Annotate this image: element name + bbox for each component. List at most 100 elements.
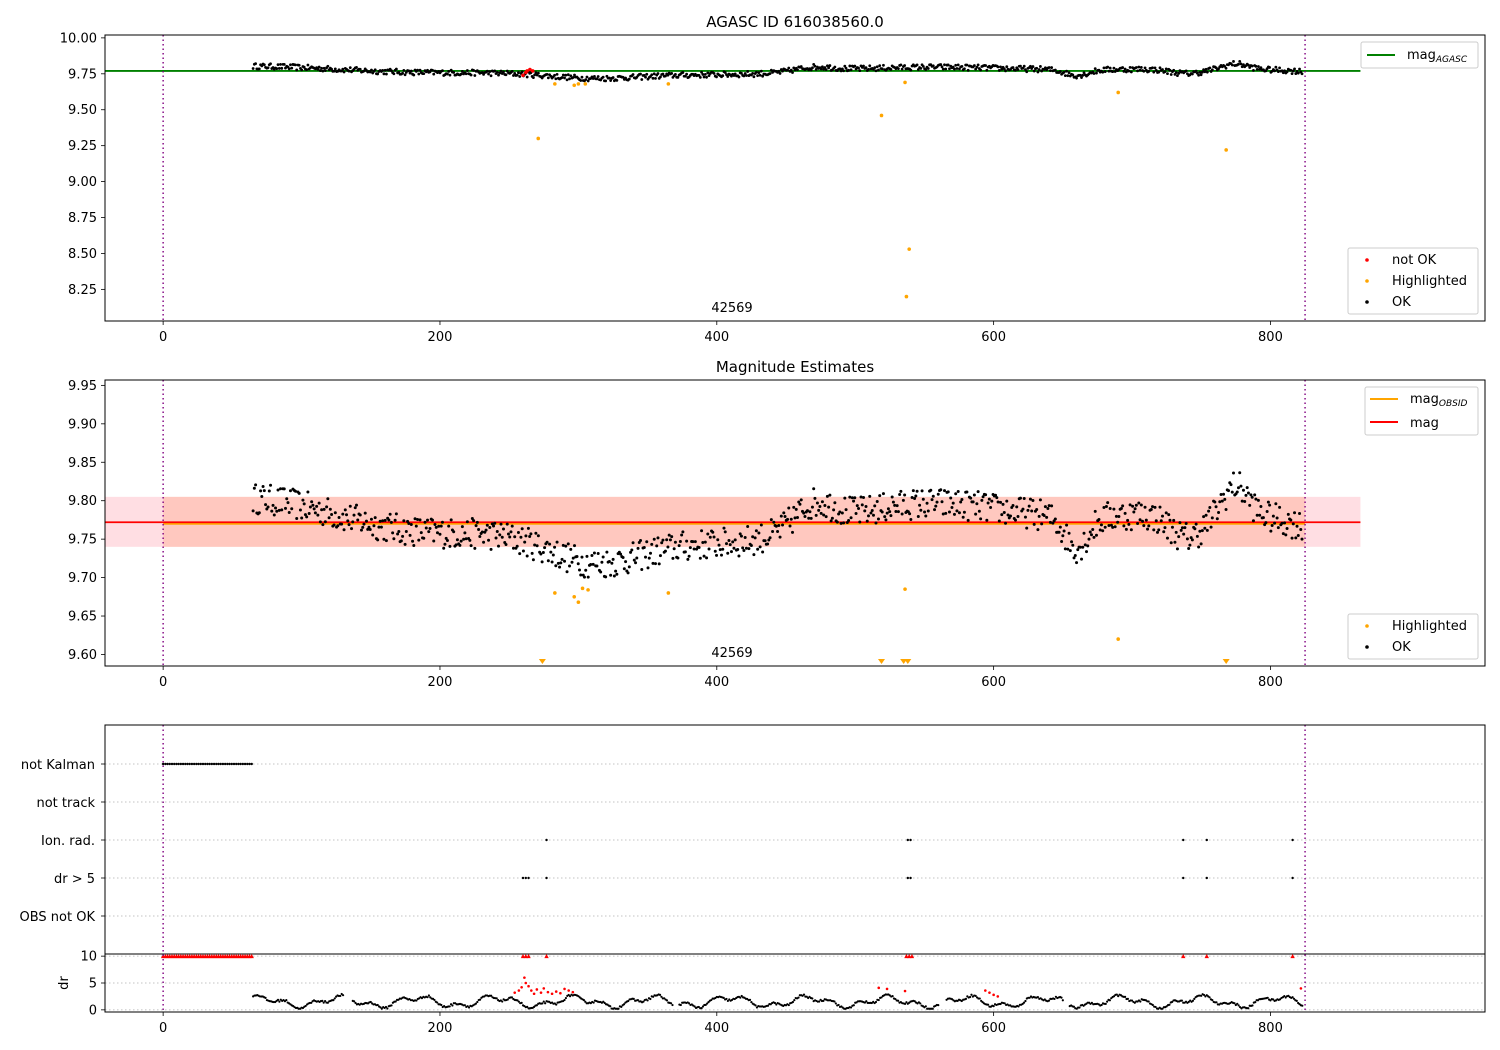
- agasc-ok-point: [1198, 70, 1202, 74]
- magnitude-legend-highlighted: Highlighted: [1392, 619, 1467, 634]
- magnitude-ok-point: [653, 562, 657, 566]
- magnitude-ok-point: [1036, 528, 1040, 532]
- magnitude-ok-point: [891, 500, 895, 504]
- agasc-ok-point: [721, 74, 725, 78]
- flag-point: [228, 762, 231, 766]
- magnitude-ok-point: [364, 519, 368, 523]
- agasc-ok-point: [1200, 70, 1204, 74]
- magnitude-ok-point: [818, 505, 822, 509]
- agasc-not-ok-point: [521, 73, 525, 78]
- magnitude-ok-point: [878, 494, 882, 498]
- magnitude-ok-point: [1238, 471, 1242, 475]
- agasc-ok-point: [448, 73, 452, 77]
- flag-point: [230, 762, 233, 766]
- magnitude-ok-point: [272, 513, 276, 517]
- dr-point: [278, 1000, 281, 1003]
- magnitude-ok-point: [830, 516, 834, 520]
- flag-point: [1205, 838, 1208, 842]
- magnitude-ok-point: [787, 506, 791, 510]
- magnitude-ok-point: [913, 497, 917, 501]
- magnitude-ok-point: [468, 538, 472, 542]
- magnitude-ok-point: [756, 547, 760, 551]
- agasc-ok-point: [627, 77, 631, 81]
- magnitude-ok-point: [320, 508, 324, 512]
- dr-point: [660, 995, 663, 998]
- magnitude-ok-point: [939, 488, 943, 492]
- magnitude-ok-point: [528, 534, 532, 538]
- dr-point: [510, 996, 514, 999]
- magnitude-ok-point: [722, 526, 726, 530]
- flag-point: [527, 876, 530, 880]
- magnitude-ok-point: [757, 531, 761, 535]
- agasc-ok-point: [1177, 71, 1181, 75]
- agasc-highlighted-point: [576, 82, 581, 86]
- magnitude-ok-point: [753, 536, 757, 540]
- magnitude-ok-point: [369, 517, 373, 521]
- agasc-ok-point: [1268, 66, 1272, 69]
- magnitude-y-tick-label: 9.70: [68, 571, 97, 586]
- dr-point: [970, 993, 973, 996]
- magnitude-ok-point: [629, 550, 633, 554]
- agasc-ok-point: [1217, 67, 1220, 71]
- flag-point: [199, 762, 202, 766]
- magnitude-ok-point: [799, 498, 803, 502]
- magnitude-ok-point: [979, 517, 983, 521]
- magnitude-ok-point: [585, 554, 589, 558]
- dr-point: [834, 1002, 837, 1005]
- magnitude-ok-point: [693, 540, 697, 544]
- agasc-ok-point: [362, 69, 366, 73]
- magnitude-ok-point: [692, 547, 696, 551]
- magnitude-ok-point: [1159, 519, 1163, 523]
- magnitude-ok-point: [1139, 503, 1143, 507]
- magnitude-ok-point: [700, 529, 704, 533]
- agasc-ok-point: [279, 62, 282, 66]
- agasc-ok-point: [674, 72, 677, 76]
- magnitude-ok-point: [672, 547, 676, 551]
- dr-point: [1072, 1005, 1076, 1008]
- magnitude-ok-point: [842, 521, 846, 525]
- dr-not-ok-point: [567, 989, 570, 992]
- agasc-ok-point: [460, 70, 464, 73]
- agasc-ok-point: [670, 71, 674, 75]
- magnitude-ok-point: [908, 512, 912, 516]
- magnitude-ok-point: [495, 529, 499, 533]
- magnitude-ok-point: [634, 561, 638, 565]
- magnitude-ok-point: [1193, 527, 1197, 531]
- agasc-ok-point: [966, 68, 970, 72]
- agasc-ok-point: [561, 73, 565, 77]
- below-range-marker: [904, 659, 912, 664]
- magnitude-ok-point: [455, 538, 459, 542]
- magnitude-ok-point: [590, 553, 594, 557]
- flag-point: [166, 762, 169, 766]
- agasc-ok-point: [1043, 66, 1047, 70]
- magnitude-ok-point: [580, 555, 584, 559]
- dr-point: [1115, 993, 1118, 996]
- magnitude-ok-point: [823, 504, 827, 508]
- dr-point: [897, 999, 900, 1002]
- dr-capped-marker: [904, 953, 909, 959]
- magnitude-ok-point: [849, 516, 853, 520]
- agasc-y-tick-label: 8.75: [68, 211, 97, 226]
- magnitude-ok-point: [1133, 507, 1137, 511]
- agasc-ok-point: [1224, 66, 1228, 70]
- magnitude-ok-point: [814, 513, 818, 517]
- agasc-ok-point: [786, 68, 789, 72]
- agasc-ok-point: [640, 78, 644, 81]
- magnitude-ok-point: [1246, 491, 1250, 495]
- magnitude-ok-point: [744, 546, 748, 550]
- agasc-ok-point: [1294, 72, 1298, 75]
- magnitude-ok-point: [543, 546, 547, 550]
- magnitude-ok-point: [723, 530, 727, 534]
- agasc-ok-point: [874, 69, 878, 73]
- magnitude-ok-point: [414, 524, 418, 528]
- magnitude-ok-point: [332, 523, 336, 527]
- agasc-ok-point: [740, 71, 743, 75]
- agasc-ok-point: [1205, 70, 1209, 74]
- agasc-ok-point: [1128, 65, 1132, 69]
- agasc-ok-point: [1190, 72, 1194, 76]
- agasc-ok-point: [833, 65, 837, 69]
- agasc-x-tick-label: 0: [159, 330, 167, 345]
- agasc-ok-point: [525, 75, 529, 79]
- magnitude-ok-point: [959, 500, 963, 504]
- magnitude-ok-point: [1067, 531, 1071, 535]
